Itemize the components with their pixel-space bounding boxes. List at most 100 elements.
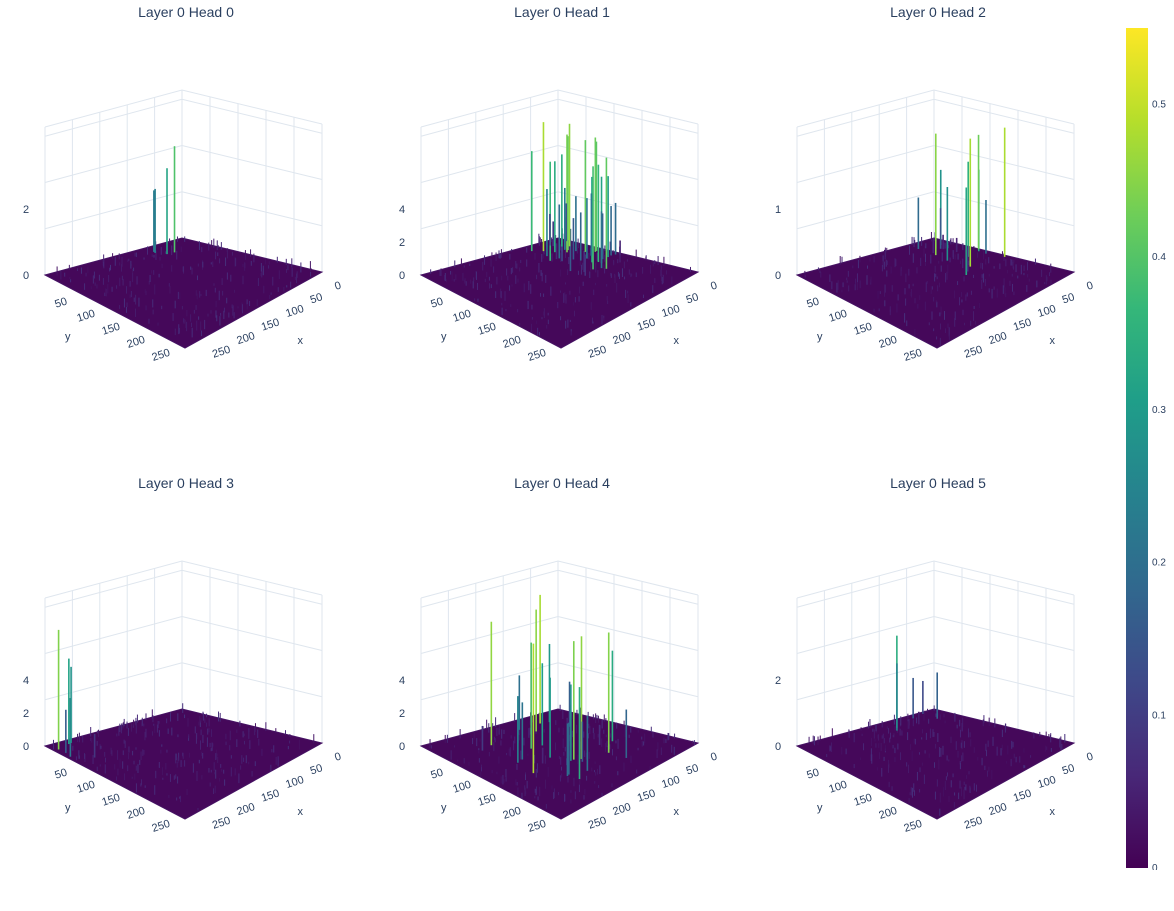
x-tick-label: 150 xyxy=(260,316,281,333)
x-tick-label: 50 xyxy=(1061,291,1076,306)
y-tick-label: 100 xyxy=(451,779,472,796)
scene-gridlines xyxy=(796,89,1075,275)
x-tick-label: 150 xyxy=(636,316,657,333)
gridline xyxy=(420,144,699,183)
x-axis-title: x xyxy=(298,335,304,347)
y-tick-label: 250 xyxy=(526,818,547,835)
subplot-title: Layer 0 Head 0 xyxy=(138,4,234,20)
y-axis-title: y xyxy=(817,802,823,814)
x-tick-label: 250 xyxy=(587,815,608,832)
z-tick-label: 0 xyxy=(775,270,781,282)
x-tick-label: 250 xyxy=(963,815,984,832)
z-tick-label: 0 xyxy=(399,270,405,282)
subplot-title: Layer 0 Head 2 xyxy=(890,4,986,20)
x-tick-label: 200 xyxy=(235,330,256,347)
surface-texture xyxy=(52,703,315,811)
z-tick-label: 2 xyxy=(399,708,405,720)
subplot-title: Layer 0 Head 4 xyxy=(514,475,610,491)
x-tick-label: 0 xyxy=(333,751,343,764)
y-tick-label: 150 xyxy=(476,792,497,809)
x-tick-label: 100 xyxy=(660,774,681,791)
y-axis-title: y xyxy=(817,331,823,343)
subplot-panel[interactable]: Layer 0 Head 0 0 50 100 150 200 250 x 50 100 150 20… xyxy=(0,0,372,440)
colorbar-gradient xyxy=(1126,28,1148,868)
surface-floor xyxy=(43,237,324,349)
gridline xyxy=(44,191,323,230)
x-tick-label: 0 xyxy=(1085,280,1095,293)
z-tick-label: 2 xyxy=(399,237,405,249)
y-tick-label: 250 xyxy=(526,347,547,364)
x-tick-label: 150 xyxy=(636,787,657,804)
surface-floor xyxy=(419,237,700,349)
surface-floor xyxy=(795,708,1076,820)
x-axis-title: x xyxy=(674,806,680,818)
z-tick-label: 2 xyxy=(23,204,29,216)
surface-floor xyxy=(795,237,1076,349)
x-axis-title: x xyxy=(1050,335,1056,347)
gridline xyxy=(420,662,699,701)
colorbar-tick-label: 0 xyxy=(1152,863,1158,870)
y-tick-label: 250 xyxy=(150,818,171,835)
x-tick-label: 0 xyxy=(1085,751,1095,764)
colorbar-tick-label: 0.4 xyxy=(1152,252,1166,263)
y-tick-label: 100 xyxy=(75,308,96,325)
y-tick-label: 200 xyxy=(501,805,522,822)
y-tick-label: 50 xyxy=(805,767,820,782)
y-tick-label: 50 xyxy=(53,296,68,311)
x-axis-title: x xyxy=(1050,806,1056,818)
x-tick-label: 0 xyxy=(333,280,343,293)
y-axis-title: y xyxy=(65,802,71,814)
colorbar: 0 0.1 0.2 0.3 0.4 0.5 xyxy=(1126,28,1166,870)
z-tick-label: 4 xyxy=(23,675,29,687)
y-tick-label: 200 xyxy=(125,805,146,822)
x-tick-label: 100 xyxy=(1036,774,1057,791)
gridline xyxy=(44,89,323,128)
y-tick-label: 100 xyxy=(827,779,848,796)
y-tick-label: 150 xyxy=(100,792,121,809)
y-tick-label: 200 xyxy=(877,334,898,351)
gridline xyxy=(420,560,699,599)
gridline xyxy=(420,569,699,608)
subplot-title: Layer 0 Head 1 xyxy=(514,4,610,20)
surface-texture xyxy=(56,236,312,338)
z-tick-label: 2 xyxy=(23,708,29,720)
surface-spikes xyxy=(896,635,939,731)
gridline xyxy=(420,191,699,230)
y-tick-label: 50 xyxy=(429,767,444,782)
scene-gridlines xyxy=(44,89,323,275)
subplot-title: Layer 0 Head 5 xyxy=(890,475,986,491)
surface-spikes xyxy=(917,127,1006,276)
subplot-panel[interactable]: Layer 0 Head 1 0 50 100 150 200 250 x 50 100 150 20… xyxy=(376,0,748,440)
gridline xyxy=(44,569,323,608)
y-tick-label: 200 xyxy=(501,334,522,351)
subplot-panel[interactable]: Layer 0 Head 3 0 50 100 150 200 250 x 50 100 150 20… xyxy=(0,471,372,911)
x-tick-label: 250 xyxy=(587,344,608,361)
surface-texture xyxy=(808,705,1066,816)
gridline xyxy=(796,98,1075,137)
gridline xyxy=(796,560,1075,599)
x-tick-label: 200 xyxy=(987,330,1008,347)
scene-gridlines xyxy=(44,560,323,746)
colorbar-tick-label: 0.5 xyxy=(1152,99,1166,110)
y-tick-label: 100 xyxy=(827,308,848,325)
y-tick-label: 150 xyxy=(852,792,873,809)
subplot-panel[interactable]: Layer 0 Head 5 0 50 100 150 200 250 x 50 100 150 20… xyxy=(752,471,1124,911)
y-tick-label: 100 xyxy=(75,779,96,796)
x-tick-label: 50 xyxy=(309,291,324,306)
colorbar-tick-label: 0.2 xyxy=(1152,558,1166,569)
surface-floor xyxy=(43,708,324,820)
y-tick-label: 150 xyxy=(476,321,497,338)
subplot-panel[interactable]: Layer 0 Head 4 0 50 100 150 200 250 x 50 100 150 20… xyxy=(376,471,748,911)
surface-texture xyxy=(804,231,1052,346)
subplot-panel[interactable]: Layer 0 Head 2 0 50 100 150 200 250 x 50 100 150 20… xyxy=(752,0,1124,440)
y-axis-title: y xyxy=(65,331,71,343)
x-tick-label: 150 xyxy=(260,787,281,804)
gridline xyxy=(44,144,323,183)
gridline xyxy=(44,98,323,137)
y-tick-label: 150 xyxy=(852,321,873,338)
y-tick-label: 200 xyxy=(125,334,146,351)
x-tick-label: 100 xyxy=(284,303,305,320)
